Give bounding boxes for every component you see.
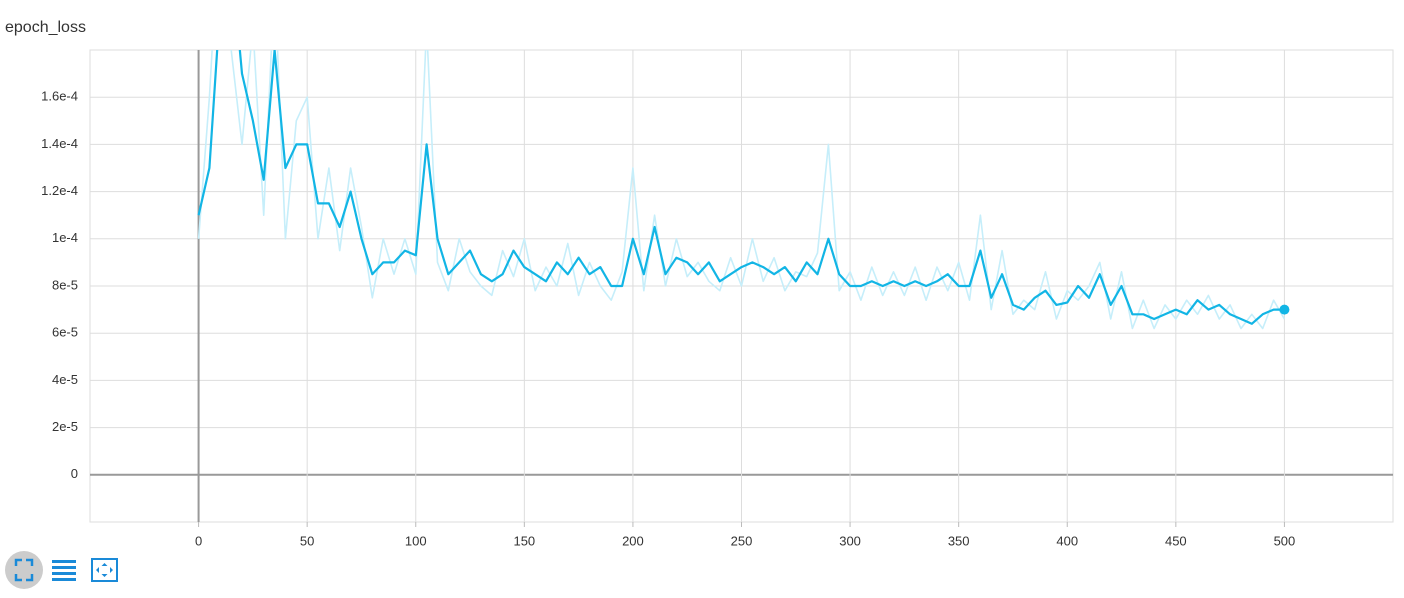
toolbar (5, 551, 118, 589)
x-tick-label: 150 (513, 533, 535, 548)
chart-title: epoch_loss (5, 19, 86, 36)
x-tick-label: 350 (948, 533, 970, 548)
last-point-marker (1279, 304, 1290, 315)
log-toggle-button[interactable] (52, 560, 76, 581)
y-tick-label: 1.2e-4 (41, 183, 78, 198)
y-tick-label: 2e-5 (52, 419, 78, 434)
fullscreen-icon (14, 558, 34, 582)
x-tick-label: 450 (1165, 533, 1187, 548)
y-tick-label: 1.6e-4 (41, 89, 78, 104)
x-tick-label: 250 (731, 533, 753, 548)
x-tick-label: 300 (839, 533, 861, 548)
x-tick-label: 200 (622, 533, 644, 548)
x-tick-label: 0 (195, 533, 202, 548)
fullscreen-button[interactable] (5, 551, 43, 589)
x-tick-label: 400 (1056, 533, 1078, 548)
fit-domain-button[interactable] (91, 558, 118, 582)
y-tick-label: 8e-5 (52, 277, 78, 292)
series-line (197, 50, 1285, 325)
y-tick-label: 1.4e-4 (41, 136, 78, 151)
y-tick-label: 1e-4 (52, 230, 78, 245)
y-tick-label: 6e-5 (52, 325, 78, 340)
plot-lines (197, 50, 1290, 330)
x-tick-label: 50 (300, 533, 314, 548)
x-tick-label: 100 (405, 533, 427, 548)
x-tick-label: 500 (1274, 533, 1296, 548)
y-tick-label: 4e-5 (52, 372, 78, 387)
y-tick-label: 0 (71, 466, 78, 481)
